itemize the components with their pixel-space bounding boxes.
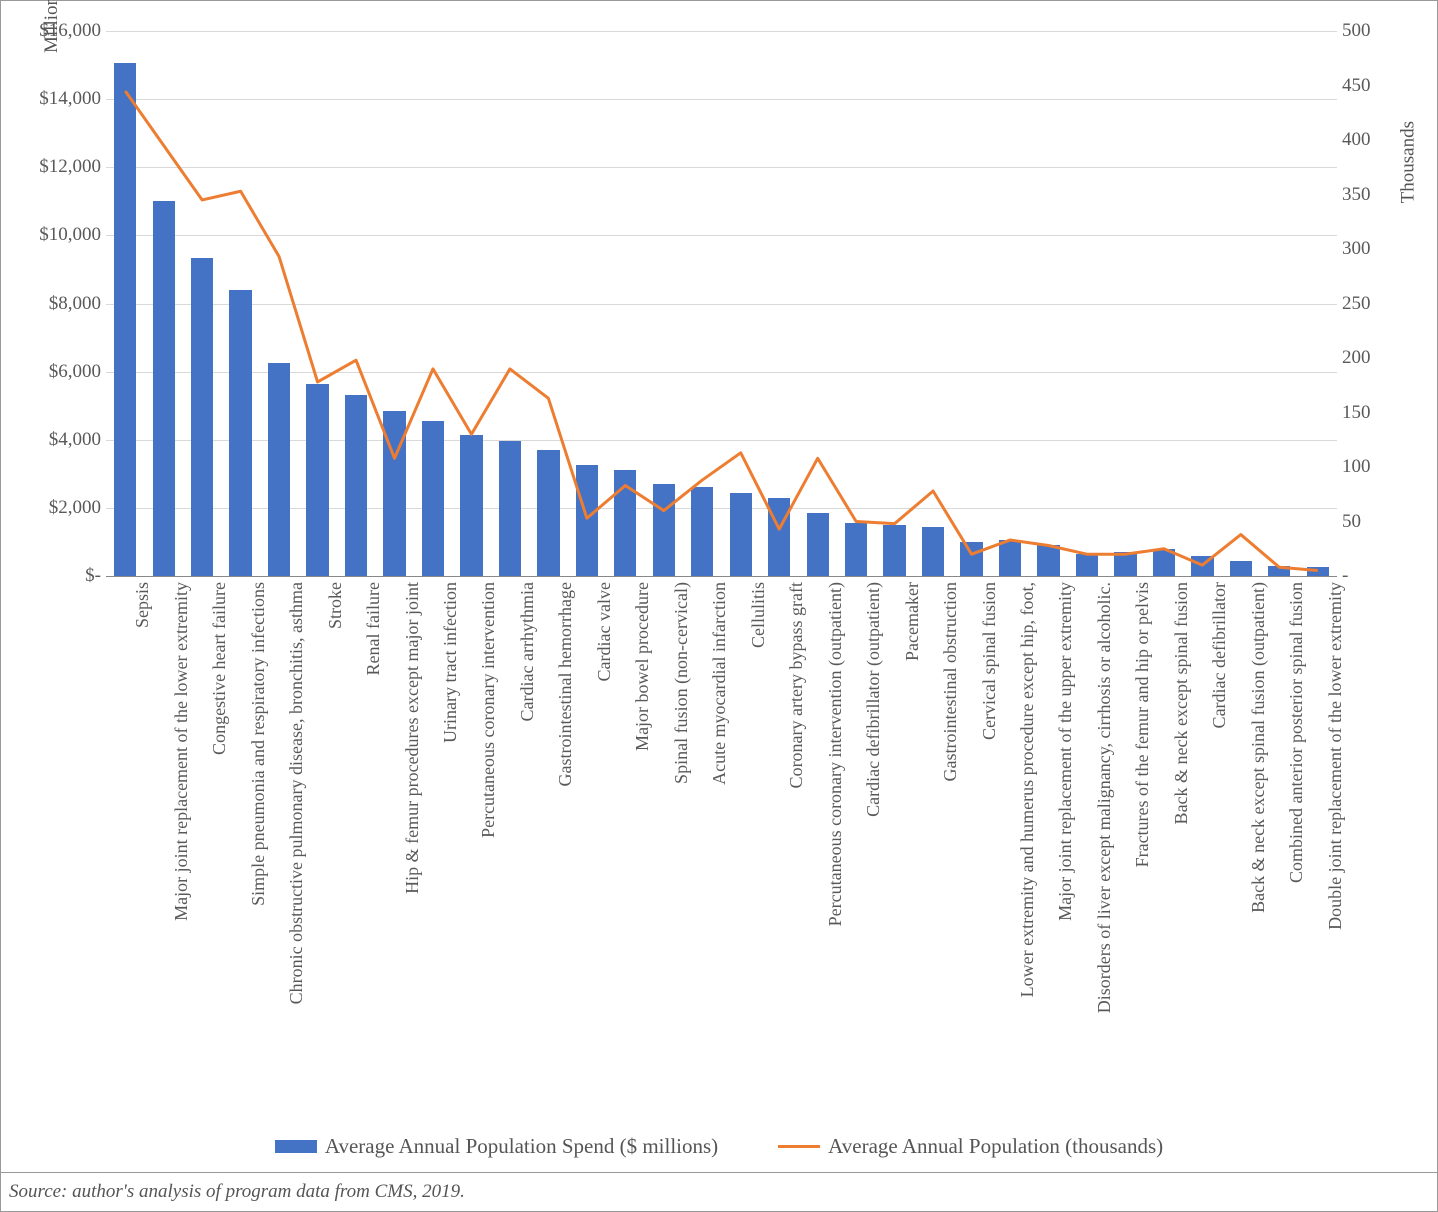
category-label: Renal failure — [363, 582, 384, 675]
source-divider — [1, 1172, 1437, 1173]
category-label: Back & neck except spinal fusion (outpat… — [1248, 582, 1269, 913]
category-label: Combined anterior posterior spinal fusio… — [1286, 582, 1307, 883]
category-label: Cardiac defibrillator (outpatient) — [863, 582, 884, 817]
legend-bar-swatch — [275, 1140, 317, 1153]
category-label: Hip & femur procedures except major join… — [402, 582, 423, 894]
legend-line-label: Average Annual Population (thousands) — [828, 1134, 1163, 1159]
category-label: Percutaneous coronary intervention (outp… — [825, 582, 846, 926]
category-label: Major joint replacement of the upper ext… — [1055, 582, 1076, 921]
category-label: Sepsis — [132, 582, 153, 628]
y2-tick: 250 — [1342, 293, 1392, 315]
category-label: Cardiac defibrillator — [1209, 582, 1230, 728]
y2-tick: 100 — [1342, 456, 1392, 478]
y2-tick: 300 — [1342, 238, 1392, 260]
category-label: Stroke — [325, 582, 346, 629]
category-label: Cardiac arrhythmia — [517, 582, 538, 721]
chart-container: Millions Thousands $-$2,000$4,000$6,000$… — [0, 0, 1438, 1212]
y2-tick: 450 — [1342, 75, 1392, 97]
y2-axis-title: Thousands — [1397, 121, 1419, 203]
y2-tick: 500 — [1342, 20, 1392, 42]
category-label: Back & neck except spinal fusion — [1171, 582, 1192, 824]
line-layer — [106, 31, 1337, 576]
y1-tick: $- — [31, 565, 101, 587]
category-label: Cervical spinal fusion — [979, 582, 1000, 740]
source-note: Source: author's analysis of program dat… — [9, 1181, 465, 1203]
category-label: Coronary artery bypass graft — [786, 582, 807, 788]
line-svg — [106, 31, 1337, 576]
category-label: Major joint replacement of the lower ext… — [171, 582, 192, 921]
category-label: Pacemaker — [902, 582, 923, 661]
y2-tick: 200 — [1342, 347, 1392, 369]
y2-tick: 150 — [1342, 402, 1392, 424]
category-label: Gastrointestinal hemorrhage — [555, 582, 576, 786]
y2-tick: 350 — [1342, 184, 1392, 206]
legend-line-swatch — [778, 1145, 820, 1148]
category-label: Simple pneumonia and respiratory infecti… — [248, 582, 269, 906]
category-label: Cardiac valve — [594, 582, 615, 681]
category-label: Gastrointestinal obstruction — [940, 582, 961, 781]
category-labels: Sepsis Major joint replacement of the low… — [106, 582, 1337, 1102]
y1-tick: $8,000 — [31, 293, 101, 315]
plot-area: $-$2,000$4,000$6,000$8,000$10,000$12,000… — [106, 31, 1337, 577]
y1-tick: $2,000 — [31, 497, 101, 519]
category-label: Acute myocardial infarction — [709, 582, 730, 785]
y1-tick: $16,000 — [31, 20, 101, 42]
y2-tick: - — [1342, 565, 1392, 587]
y2-tick: 50 — [1342, 511, 1392, 533]
category-label: Cellulitis — [748, 582, 769, 648]
category-label: Double joint replacement of the lower ex… — [1325, 582, 1346, 930]
category-label: Percutaneous coronary intervention — [478, 582, 499, 838]
y1-tick: $10,000 — [31, 224, 101, 246]
category-label: Lower extremity and humerus procedure ex… — [1017, 582, 1038, 997]
y1-tick: $12,000 — [31, 156, 101, 178]
y1-tick: $14,000 — [31, 88, 101, 110]
legend: Average Annual Population Spend ($ milli… — [1, 1134, 1437, 1159]
category-label: Spinal fusion (non-cervical) — [671, 582, 692, 784]
legend-item-bar: Average Annual Population Spend ($ milli… — [275, 1134, 718, 1159]
legend-item-line: Average Annual Population (thousands) — [778, 1134, 1163, 1159]
y1-tick: $6,000 — [31, 361, 101, 383]
category-label: Major bowel procedure — [632, 582, 653, 751]
y1-tick: $4,000 — [31, 429, 101, 451]
category-label: Disorders of liver except malignancy, ci… — [1094, 582, 1115, 1013]
y2-tick: 400 — [1342, 129, 1392, 151]
line-series — [125, 91, 1318, 571]
category-label: Congestive heart failure — [209, 582, 230, 755]
category-label: Chronic obstructive pulmonary disease, b… — [286, 582, 307, 1004]
category-label: Urinary tract infection — [440, 582, 461, 743]
legend-bar-label: Average Annual Population Spend ($ milli… — [325, 1134, 718, 1159]
category-label: Fractures of the femur and hip or pelvis — [1132, 582, 1153, 867]
